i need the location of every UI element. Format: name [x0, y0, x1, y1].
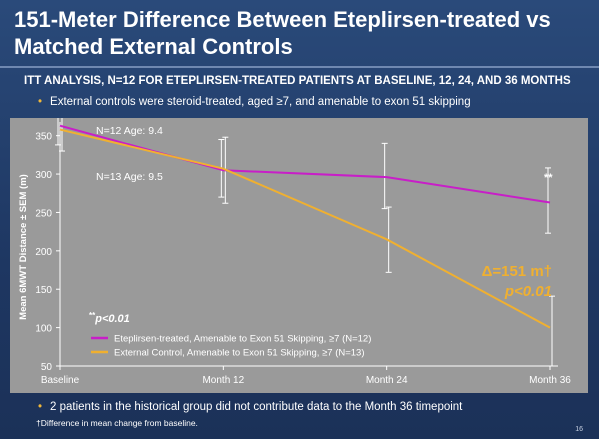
x-tick-label: Baseline — [41, 375, 80, 386]
bullet-top: • External controls were steroid-treated,… — [38, 96, 471, 108]
chart-labels: N=12 Age: 9.4 N=13 Age: 9.5 ** Δ=151 m† p<0.… — [89, 125, 553, 359]
annotation-n12: N=12 Age: 9.4 — [96, 125, 163, 137]
x-tick-label: Month 24 — [366, 375, 408, 386]
legend-entry-1: Eteplirsen-treated, Amenable to Exon 51 … — [114, 334, 371, 345]
title-divider — [0, 66, 599, 68]
footnote: †Difference in mean change from baseline… — [36, 418, 198, 428]
x-tick-label: Month 36 — [529, 375, 571, 386]
delta-label: Δ=151 m† — [482, 263, 552, 280]
legend-note-stars: ** — [89, 311, 96, 320]
legend-entry-2: External Control, Amenable to Exon 51 Sk… — [114, 348, 365, 359]
y-tick-label: 50 — [41, 362, 53, 373]
series-line-2 — [59, 128, 551, 329]
chart-panel: 50 100 150 200 250 300 350 Baseline Month 12 Mont… — [10, 109, 588, 393]
bullet-bottom-text: 2 patients in the historical group did n… — [50, 401, 463, 413]
y-tick-label: 150 — [35, 285, 52, 296]
legend-note-text: p<0.01 — [94, 313, 130, 325]
y-axis-label: Mean 6MWT Distance ± SEM (m) — [18, 174, 29, 320]
chart-axes: 50 100 150 200 250 300 350 Baseline Month 12 Mont… — [18, 122, 571, 386]
y-tick-label: 250 — [35, 208, 52, 219]
annotation-n13: N=13 Age: 9.5 — [96, 171, 163, 183]
line-chart: 50 100 150 200 250 300 350 Baseline Month 12 Mont… — [18, 109, 571, 386]
legend-note: **p<0.01 — [89, 311, 130, 325]
page-number: 16 — [575, 426, 583, 433]
series-line-1 — [59, 124, 551, 204]
series-lines — [59, 124, 551, 329]
significance-marker: ** — [544, 172, 553, 184]
bullet-dot: • — [38, 96, 43, 108]
bullet-top-text: External controls were steroid-treated, … — [50, 96, 471, 108]
y-tick-label: 100 — [35, 324, 52, 335]
slide-subtitle: ITT ANALYSIS, N=12 FOR ETEPLIRSEN-TREATE… — [24, 75, 571, 87]
y-tick-label: 300 — [35, 170, 52, 181]
y-tick-label: 200 — [35, 247, 52, 258]
delta-p-value: p<0.01 — [504, 283, 552, 300]
y-tick-label: 350 — [35, 132, 52, 143]
error-bars — [55, 109, 555, 367]
x-tick-label: Month 12 — [202, 375, 244, 386]
slide-title: 151-Meter Difference Between Eteplirsen-… — [14, 7, 551, 59]
bullet-bottom: • 2 patients in the historical group did … — [38, 401, 462, 413]
bullet-dot: • — [38, 401, 43, 413]
